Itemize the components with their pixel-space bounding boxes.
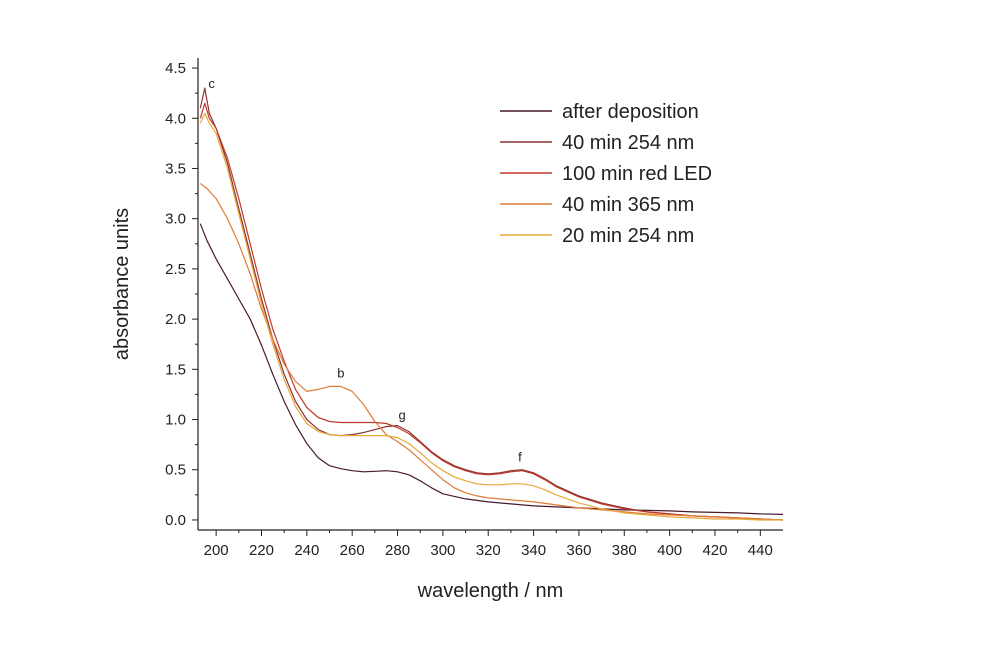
peak-label-f: f [518,450,522,465]
y-tick-label: 4.0 [165,110,186,127]
legend-label: 40 min 254 nm [562,132,694,154]
x-tick-label: 340 [521,542,546,559]
x-axis-ticks: 200 220 240 260 280 300 320 340 360 380 400 420 440 [204,530,773,559]
y-axis-title: absorbance units [111,208,133,360]
y-tick-label: 3.0 [165,211,186,228]
y-tick-label: 2.0 [165,311,186,328]
peak-label-c: c [208,76,215,91]
legend-label: 20 min 254 nm [562,225,694,247]
y-axis-ticks: 0.0 0.5 1.0 1.5 2.0 2.5 3.0 3.5 4.0 4.5 [165,60,198,529]
x-tick-label: 220 [249,542,274,559]
x-tick-label: 360 [566,542,591,559]
series-line-4 [199,183,784,521]
y-tick-label: 4.5 [165,60,186,77]
axes [197,58,783,531]
legend: after deposition 40 min 254 nm 100 min red… [500,101,712,247]
series-line-5 [199,112,783,521]
series-line-1 [199,223,784,515]
x-tick-label: 280 [385,542,410,559]
peak-label-g: g [398,408,405,423]
x-tick-label: 380 [612,542,637,559]
y-tick-label: 0.0 [165,512,186,529]
y-tick-label: 1.5 [165,361,186,378]
plot-curves [199,87,784,521]
series-line-2 [199,87,784,521]
y-tick-label: 3.5 [165,160,186,177]
x-tick-label: 420 [702,542,727,559]
x-tick-label: 440 [748,542,773,559]
series-line-3 [199,102,784,521]
x-tick-label: 400 [657,542,682,559]
x-tick-label: 260 [340,542,365,559]
y-tick-label: 1.0 [165,412,186,429]
peak-annotations: c b g f [208,76,522,465]
peak-label-b: b [337,365,344,380]
x-tick-label: 240 [294,542,319,559]
legend-label: 40 min 365 nm [562,194,694,216]
y-tick-label: 2.5 [165,261,186,278]
x-axis-title: wavelength / nm [417,580,564,602]
y-tick-label: 0.5 [165,462,186,479]
x-tick-label: 300 [430,542,455,559]
x-tick-label: 200 [204,542,229,559]
x-tick-label: 320 [476,542,501,559]
legend-label: after deposition [562,101,699,123]
legend-label: 100 min red LED [562,163,712,185]
